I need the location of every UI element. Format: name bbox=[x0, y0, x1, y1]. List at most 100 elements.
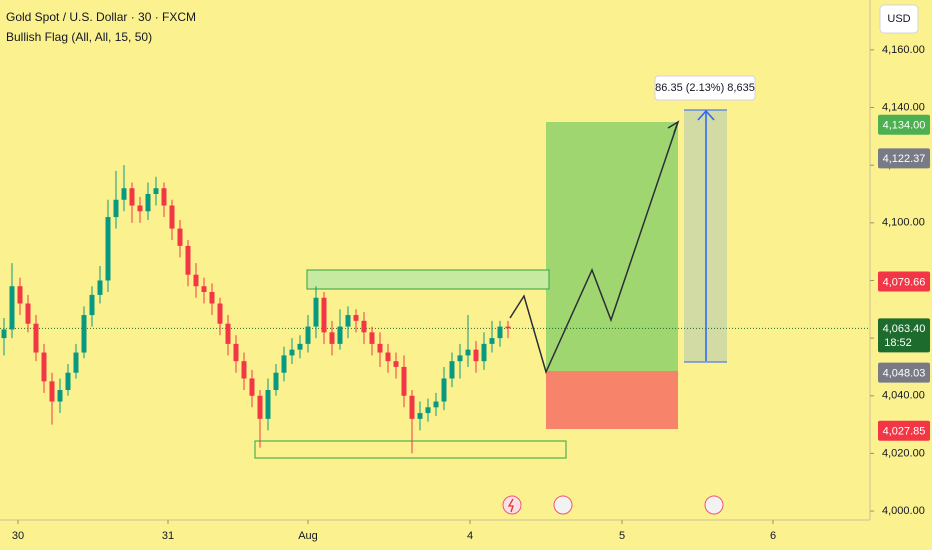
candle-body bbox=[337, 326, 343, 344]
candle-body bbox=[505, 326, 511, 329]
candle-body bbox=[121, 188, 127, 200]
target-zone bbox=[546, 122, 678, 371]
candle-body bbox=[385, 352, 391, 362]
price-tag-label: 4,122.37 bbox=[883, 153, 926, 165]
support-zone bbox=[254, 440, 567, 459]
price-tag bbox=[878, 420, 930, 441]
projection-path bbox=[509, 121, 679, 375]
price-tag bbox=[878, 362, 930, 383]
candle-body bbox=[225, 323, 231, 344]
candle-body bbox=[489, 338, 495, 344]
candle-body bbox=[273, 372, 279, 390]
candle-body bbox=[177, 228, 183, 246]
y-tick-label: 4,000.00 bbox=[882, 505, 925, 517]
price-tag-label: 4,134.00 bbox=[883, 120, 926, 132]
candle-body bbox=[209, 291, 215, 304]
currency-button[interactable] bbox=[879, 4, 919, 34]
candle-body bbox=[313, 297, 319, 327]
candle-body bbox=[249, 378, 255, 396]
candle-body bbox=[305, 326, 311, 344]
candle-body bbox=[41, 352, 47, 382]
candle-body bbox=[393, 361, 399, 367]
candle-body bbox=[481, 343, 487, 362]
candle-body bbox=[281, 355, 287, 373]
candle-body bbox=[201, 286, 207, 292]
candle-body bbox=[257, 395, 263, 419]
candle-body bbox=[185, 245, 191, 275]
event-flag-us[interactable] bbox=[553, 495, 573, 515]
candle-body bbox=[49, 381, 55, 402]
candle-body bbox=[321, 297, 327, 333]
price-tag-label: 4,048.03 bbox=[883, 368, 926, 380]
candle-body bbox=[361, 320, 367, 333]
candle-body bbox=[409, 395, 415, 419]
candle-body bbox=[137, 205, 143, 212]
event-flag-us[interactable] bbox=[704, 495, 724, 515]
candle-body bbox=[433, 401, 439, 408]
candle-body bbox=[401, 366, 407, 396]
x-tick-label: 31 bbox=[162, 530, 174, 542]
candle-body bbox=[369, 332, 375, 344]
candle-body bbox=[233, 343, 239, 362]
price-tag-label: 4,027.85 bbox=[883, 426, 926, 438]
x-tick-label: 6 bbox=[770, 530, 776, 542]
x-tick-label: Aug bbox=[298, 530, 318, 542]
candle-body bbox=[97, 280, 103, 295]
x-tick-label: 5 bbox=[619, 530, 625, 542]
chart-title: Gold Spot / U.S. Dollar · 30 · FXCM bbox=[6, 10, 196, 24]
candle-body bbox=[129, 188, 135, 206]
candle-body bbox=[449, 361, 455, 379]
candle-body bbox=[417, 413, 423, 419]
stop-zone bbox=[546, 371, 678, 429]
candle-body bbox=[113, 199, 119, 218]
candle-body bbox=[329, 332, 335, 344]
candle-body bbox=[25, 303, 31, 324]
candle-body bbox=[441, 378, 447, 402]
candle-body bbox=[425, 407, 431, 414]
candle-body bbox=[377, 343, 383, 353]
y-tick-label: 4,020.00 bbox=[882, 447, 925, 459]
countdown: 18:52 bbox=[884, 337, 912, 349]
candle-body bbox=[33, 323, 39, 353]
measure-label: 86.35 (2.13%) 8,635 bbox=[655, 82, 755, 94]
price-tag bbox=[878, 148, 930, 169]
candle-body bbox=[73, 352, 79, 373]
candle-body bbox=[465, 349, 471, 356]
candle-body bbox=[297, 343, 303, 350]
candle-body bbox=[473, 349, 479, 362]
event-icon[interactable] bbox=[502, 495, 522, 515]
candle-body bbox=[345, 315, 351, 327]
y-tick-label: 4,100.00 bbox=[882, 217, 925, 229]
candle-body bbox=[1, 329, 7, 339]
candle-body bbox=[169, 205, 175, 229]
candle-body bbox=[145, 193, 151, 212]
currency[interactable]: USD bbox=[887, 13, 910, 25]
candle-body bbox=[57, 390, 63, 402]
event-bolt bbox=[507, 498, 514, 513]
last-price-tag bbox=[878, 318, 930, 353]
candle-body bbox=[353, 315, 359, 321]
candle-body bbox=[9, 286, 15, 330]
candle-body bbox=[265, 390, 271, 419]
candle-body bbox=[497, 326, 503, 339]
y-tick-label: 4,160.00 bbox=[882, 44, 925, 56]
candle-body bbox=[161, 188, 167, 206]
measure-arrowhead bbox=[697, 109, 715, 121]
candle-body bbox=[17, 286, 23, 304]
x-tick-label: 30 bbox=[12, 530, 24, 542]
candle-body bbox=[217, 303, 223, 324]
projection-arrowhead bbox=[667, 120, 680, 134]
candle-body bbox=[81, 315, 87, 353]
candle-body bbox=[65, 372, 71, 390]
y-tick-label: 4,140.00 bbox=[882, 101, 925, 113]
y-tick-label: 4,040.00 bbox=[882, 390, 925, 402]
candle-body bbox=[457, 355, 463, 362]
indicator-label: Bullish Flag (All, All, 15, 50) bbox=[6, 30, 152, 44]
x-tick-label: 4 bbox=[467, 530, 473, 542]
price-tag-label: 4,079.66 bbox=[883, 276, 926, 288]
candle-body bbox=[153, 188, 159, 194]
price-tag bbox=[878, 271, 930, 292]
last-price-label: 4,063.40 bbox=[883, 323, 926, 335]
price-tag bbox=[878, 114, 930, 135]
